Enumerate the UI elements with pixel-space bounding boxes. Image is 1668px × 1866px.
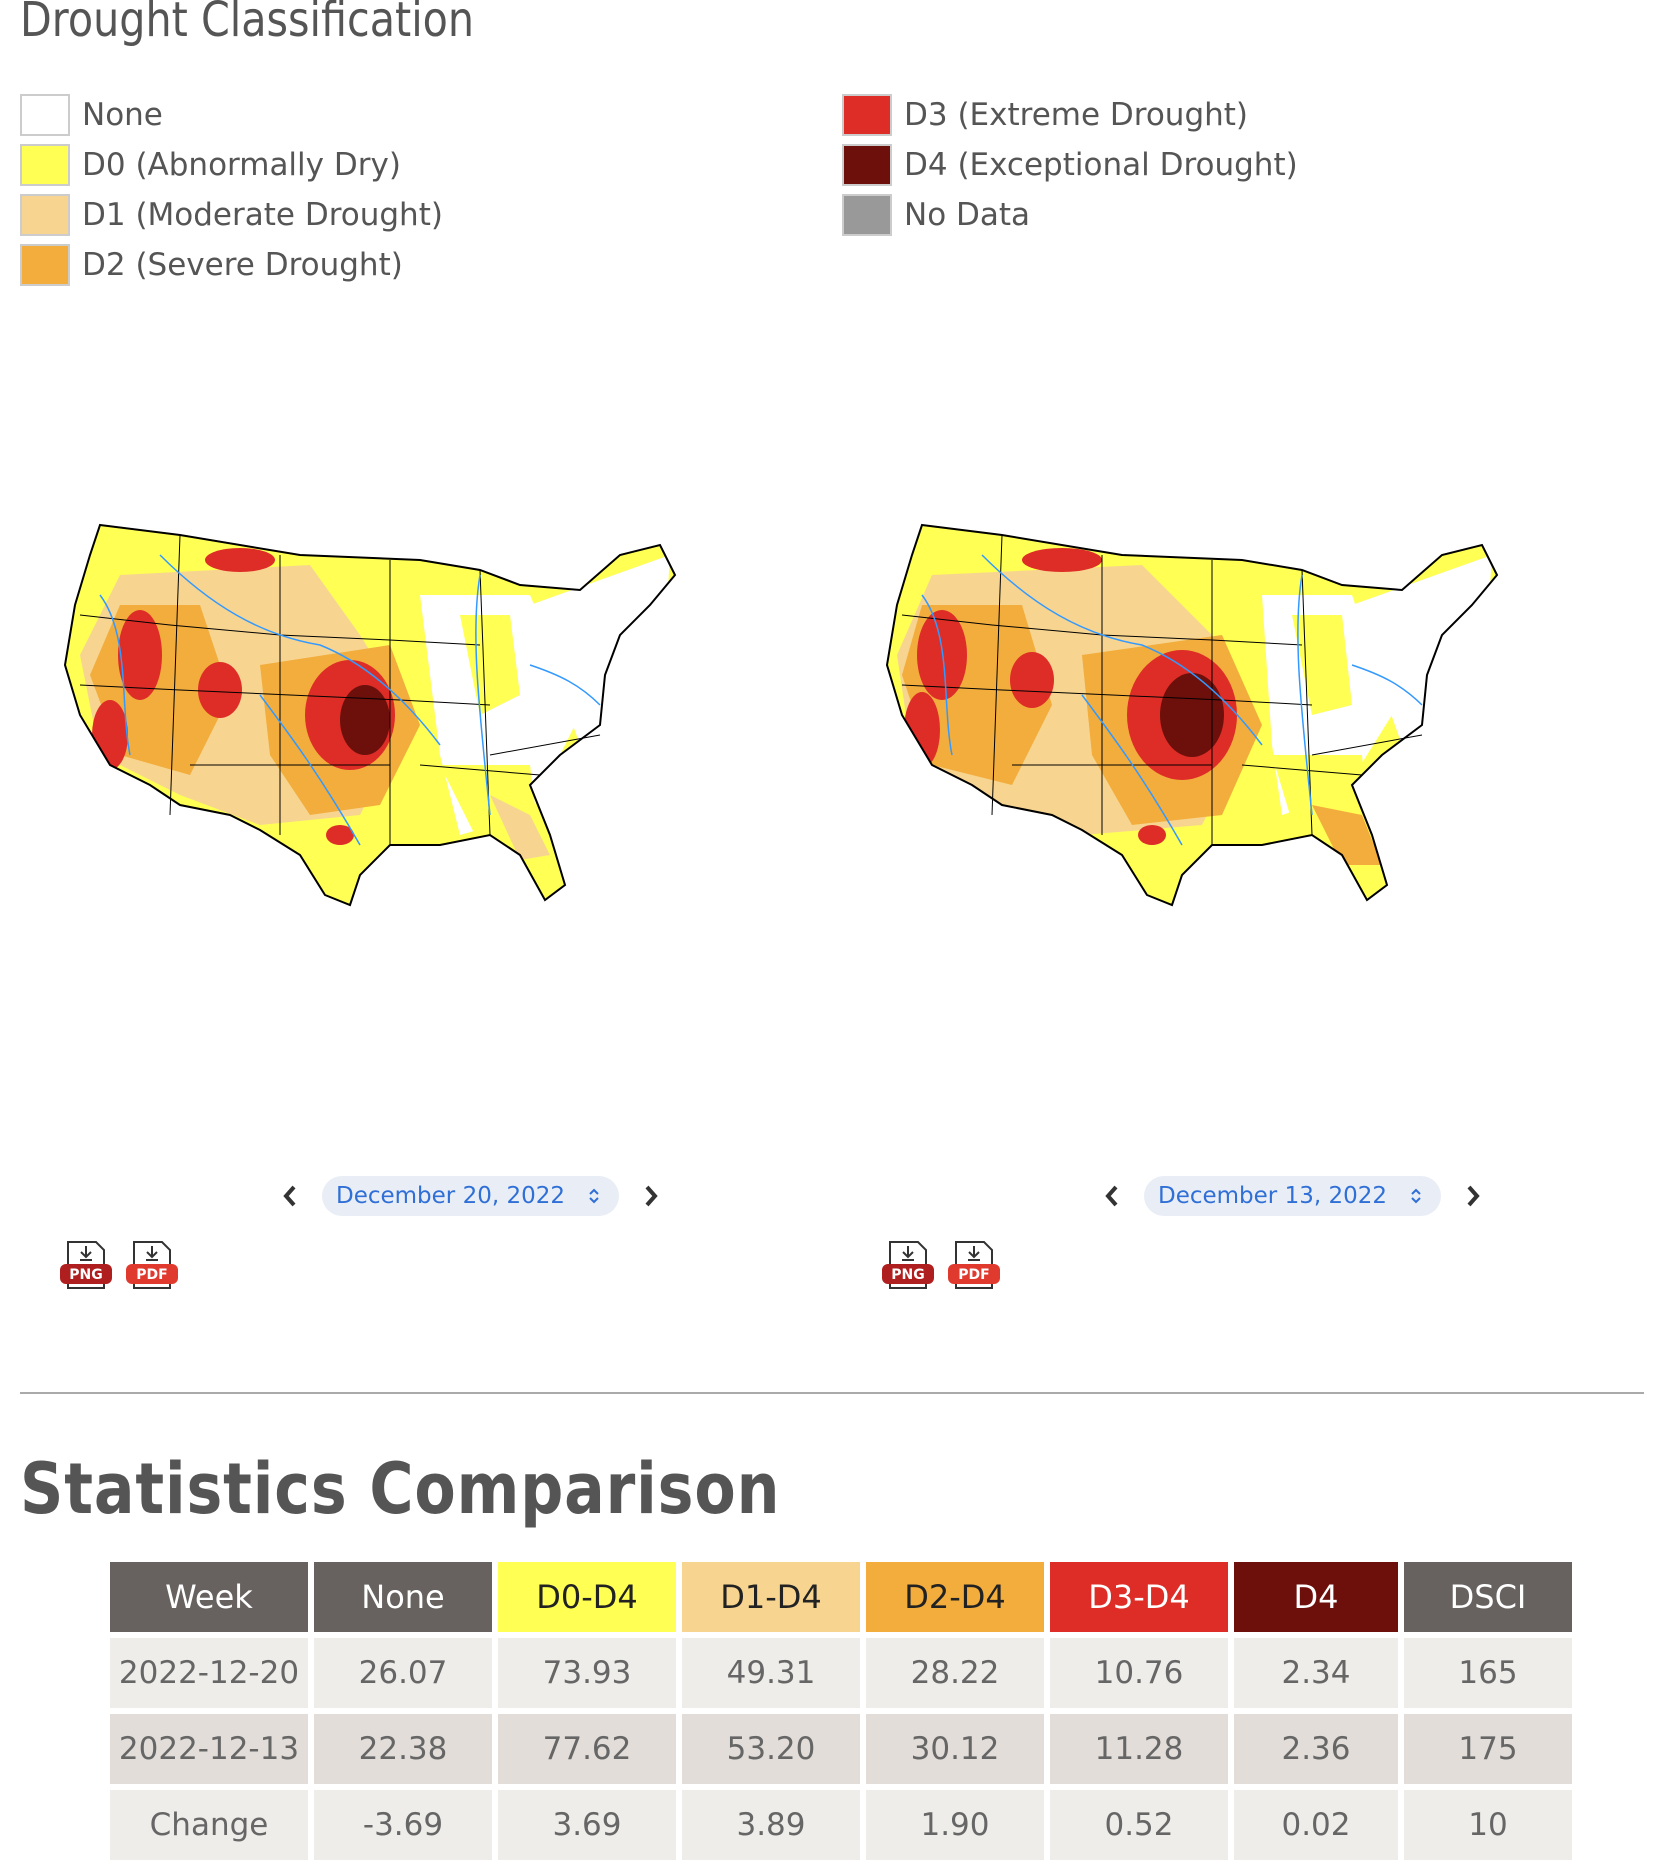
cell-week: 2022-12-13 xyxy=(110,1714,308,1784)
prev-date-button[interactable] xyxy=(272,1178,308,1214)
date-nav-previous: December 13, 2022 xyxy=(1094,1176,1491,1216)
legend-label: D3 (Extreme Drought) xyxy=(904,97,1249,133)
legend-item-no-data: No Data xyxy=(842,190,1298,240)
date-select[interactable]: December 20, 2022 xyxy=(322,1176,620,1216)
header-d4: D4 xyxy=(1234,1562,1398,1632)
cell-d2-d4: 28.22 xyxy=(866,1638,1044,1708)
cell-d0-d4: 73.93 xyxy=(498,1638,676,1708)
pdf-label: PDF xyxy=(136,1267,167,1283)
legend-item-d4: D4 (Exceptional Drought) xyxy=(842,140,1298,190)
png-label: PNG xyxy=(69,1267,102,1283)
select-updown-icon xyxy=(1409,1186,1423,1206)
cell-week: 2022-12-20 xyxy=(110,1638,308,1708)
prev-date-button[interactable] xyxy=(1094,1178,1130,1214)
download-buttons-current: PNG PDF xyxy=(58,1240,180,1290)
table-row: Change -3.69 3.69 3.89 1.90 0.52 0.02 10 xyxy=(110,1790,1572,1860)
legend-label: D4 (Exceptional Drought) xyxy=(904,147,1298,183)
png-file-icon: PNG xyxy=(60,1241,112,1289)
cell-none: 22.38 xyxy=(314,1714,492,1784)
table-row: 2022-12-13 22.38 77.62 53.20 30.12 11.28… xyxy=(110,1714,1572,1784)
legend-label: D2 (Severe Drought) xyxy=(82,247,403,283)
pdf-file-icon: PDF xyxy=(948,1241,1000,1289)
png-label: PNG xyxy=(891,1267,924,1283)
legend-swatch xyxy=(20,94,70,136)
legend-item-d2: D2 (Severe Drought) xyxy=(20,240,443,290)
cell-none: 26.07 xyxy=(314,1638,492,1708)
download-png-button[interactable]: PNG xyxy=(880,1240,936,1290)
png-file-icon: PNG xyxy=(882,1241,934,1289)
date-select[interactable]: December 13, 2022 xyxy=(1144,1176,1442,1216)
chevron-left-icon xyxy=(1105,1185,1118,1207)
legend-item-d1: D1 (Moderate Drought) xyxy=(20,190,443,240)
legend-label: D1 (Moderate Drought) xyxy=(82,197,443,233)
legend-left: None D0 (Abnormally Dry) D1 (Moderate Dr… xyxy=(20,90,443,290)
cell-d3-d4: 10.76 xyxy=(1050,1638,1228,1708)
legend-swatch xyxy=(842,194,892,236)
select-updown-icon xyxy=(587,1186,601,1206)
table-header-row: Week None D0-D4 D1-D4 D2-D4 D3-D4 D4 DSC… xyxy=(110,1562,1572,1632)
legend-label: D0 (Abnormally Dry) xyxy=(82,147,401,183)
legend-right: D3 (Extreme Drought) D4 (Exceptional Dro… xyxy=(842,90,1298,240)
cell-d2-d4: 1.90 xyxy=(866,1790,1044,1860)
legend-swatch xyxy=(842,144,892,186)
next-date-button[interactable] xyxy=(1455,1178,1491,1214)
pdf-file-icon: PDF xyxy=(126,1241,178,1289)
date-select-value: December 20, 2022 xyxy=(336,1183,566,1209)
header-d3-d4: D3-D4 xyxy=(1050,1562,1228,1632)
drought-map-previous[interactable] xyxy=(882,515,1612,975)
header-d2-d4: D2-D4 xyxy=(866,1562,1044,1632)
legend-swatch xyxy=(842,94,892,136)
cell-d1-d4: 53.20 xyxy=(682,1714,860,1784)
legend-swatch xyxy=(20,244,70,286)
statistics-comparison-title: Statistics Comparison xyxy=(20,1448,781,1530)
next-date-button[interactable] xyxy=(633,1178,669,1214)
date-nav-current: December 20, 2022 xyxy=(272,1176,669,1216)
us-drought-map-1 xyxy=(63,523,677,907)
cell-dsci: 165 xyxy=(1404,1638,1572,1708)
cell-d0-d4: 3.69 xyxy=(498,1790,676,1860)
legend-label: No Data xyxy=(904,197,1031,233)
cell-week: Change xyxy=(110,1790,308,1860)
cell-d1-d4: 3.89 xyxy=(682,1790,860,1860)
us-drought-map-2 xyxy=(885,523,1499,907)
chevron-left-icon xyxy=(283,1185,296,1207)
date-select-value: December 13, 2022 xyxy=(1158,1183,1388,1209)
header-dsci: DSCI xyxy=(1404,1562,1572,1632)
download-pdf-button[interactable]: PDF xyxy=(946,1240,1002,1290)
header-d0-d4: D0-D4 xyxy=(498,1562,676,1632)
drought-classification-title: Drought Classification xyxy=(20,0,475,48)
cell-d1-d4: 49.31 xyxy=(682,1638,860,1708)
header-d1-d4: D1-D4 xyxy=(682,1562,860,1632)
header-none: None xyxy=(314,1562,492,1632)
drought-map-current[interactable] xyxy=(60,515,790,975)
cell-d3-d4: 11.28 xyxy=(1050,1714,1228,1784)
legend-swatch xyxy=(20,194,70,236)
chevron-right-icon xyxy=(645,1185,658,1207)
legend-label: None xyxy=(82,97,163,133)
legend-item-none: None xyxy=(20,90,443,140)
legend-swatch xyxy=(20,144,70,186)
cell-d4: 2.36 xyxy=(1234,1714,1398,1784)
cell-dsci: 10 xyxy=(1404,1790,1572,1860)
table-row: 2022-12-20 26.07 73.93 49.31 28.22 10.76… xyxy=(110,1638,1572,1708)
download-png-button[interactable]: PNG xyxy=(58,1240,114,1290)
header-week: Week xyxy=(110,1562,308,1632)
cell-d0-d4: 77.62 xyxy=(498,1714,676,1784)
download-buttons-previous: PNG PDF xyxy=(880,1240,1002,1290)
cell-d4: 0.02 xyxy=(1234,1790,1398,1860)
cell-d4: 2.34 xyxy=(1234,1638,1398,1708)
cell-none: -3.69 xyxy=(314,1790,492,1860)
pdf-label: PDF xyxy=(958,1267,989,1283)
legend-item-d3: D3 (Extreme Drought) xyxy=(842,90,1298,140)
statistics-table: Week None D0-D4 D1-D4 D2-D4 D3-D4 D4 DSC… xyxy=(104,1556,1578,1866)
cell-d2-d4: 30.12 xyxy=(866,1714,1044,1784)
download-pdf-button[interactable]: PDF xyxy=(124,1240,180,1290)
chevron-right-icon xyxy=(1467,1185,1480,1207)
legend-item-d0: D0 (Abnormally Dry) xyxy=(20,140,443,190)
cell-dsci: 175 xyxy=(1404,1714,1572,1784)
section-divider xyxy=(20,1392,1644,1394)
cell-d3-d4: 0.52 xyxy=(1050,1790,1228,1860)
